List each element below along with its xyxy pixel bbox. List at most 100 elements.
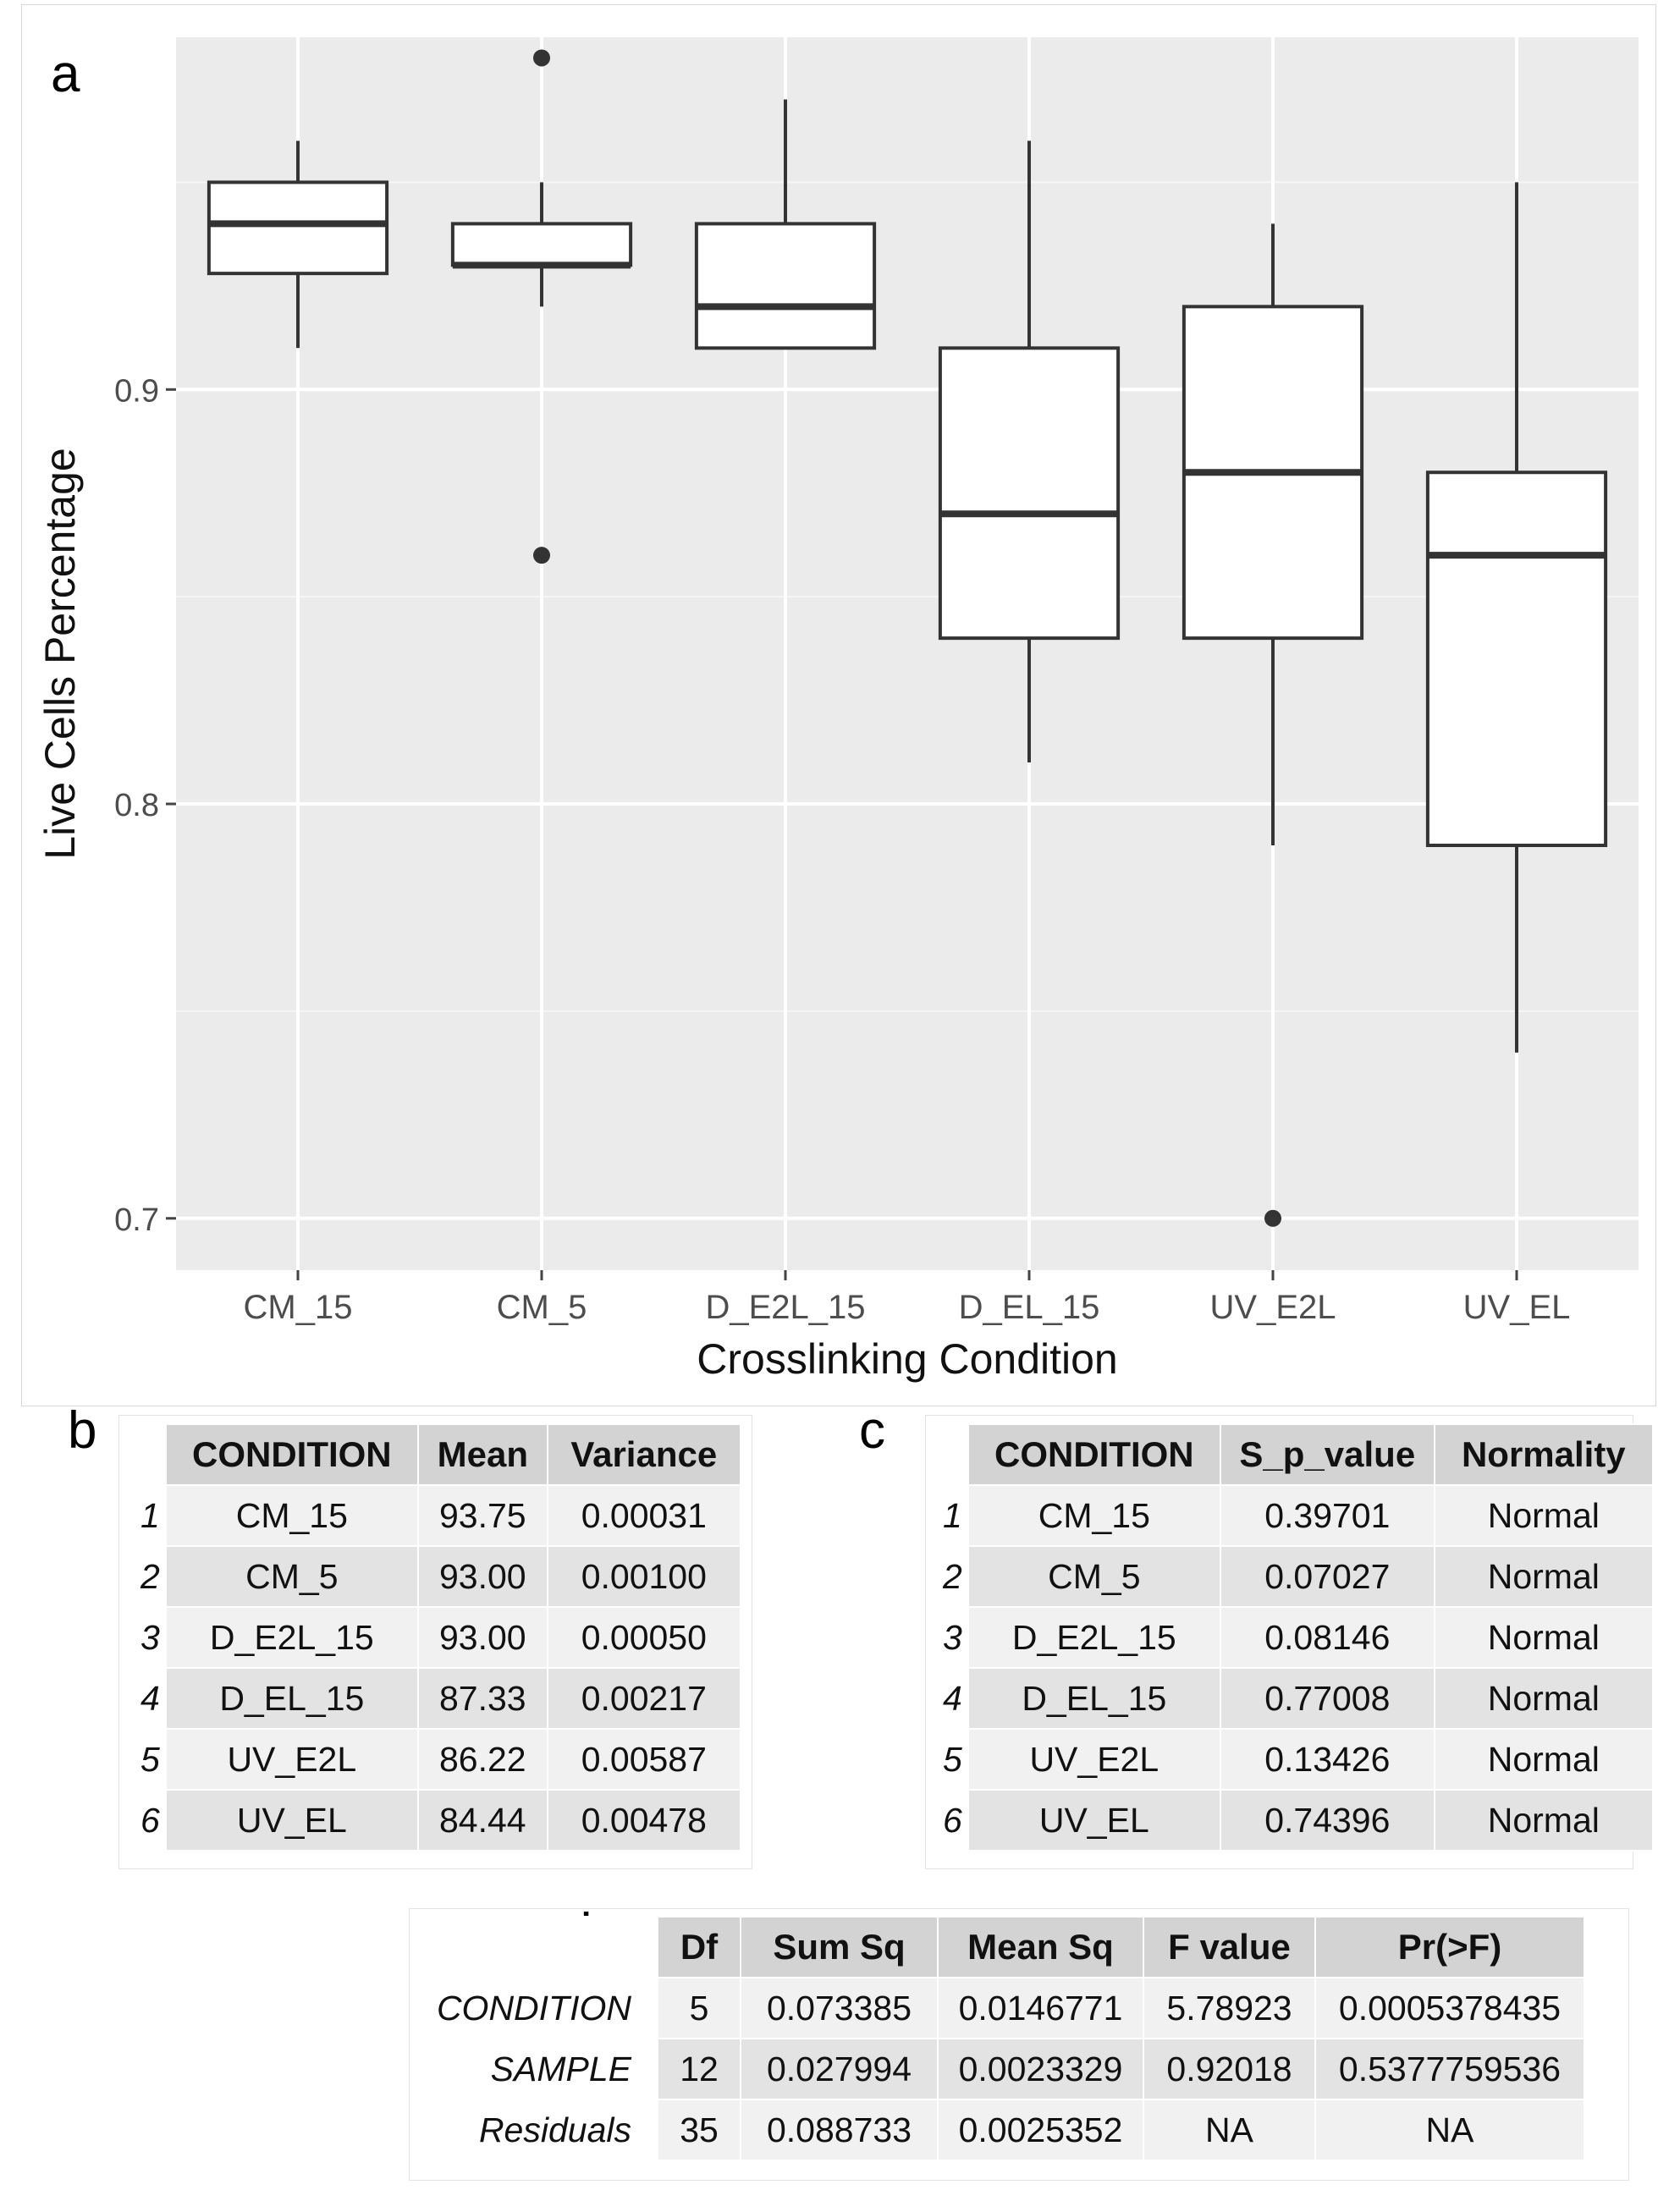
x-tick-label: D_E2L_15 (705, 1289, 865, 1326)
y-tick-label: 0.8 (114, 788, 159, 823)
row-index: 3 (929, 1606, 969, 1669)
condition-cell: CM_5 (967, 1545, 1221, 1608)
table-row: 1 CM_15 93.75 0.00031 (127, 1484, 741, 1547)
row-index: 3 (127, 1606, 167, 1669)
y-tick-label: 0.7 (114, 1202, 159, 1238)
chart-panel: 0.7 0.8 0.9 CM_15 CM_5 D_E2L_15 D_EL_15 UV_E2L U… (21, 4, 1656, 1406)
header-variance: Variance (546, 1423, 741, 1486)
table-row: Residuals 35 0.088733 0.0025352 NA NA (413, 2099, 1585, 2161)
sum-sq-cell: 0.088733 (740, 2099, 939, 2161)
normality-cell: Normal (1433, 1484, 1654, 1547)
row-index: 4 (929, 1667, 969, 1730)
x-axis-title: Crosslinking Condition (697, 1335, 1117, 1383)
table-row: 4 D_EL_15 0.77008 Normal (929, 1667, 1654, 1730)
mean-cell: 93.00 (416, 1606, 548, 1669)
p-value-cell: 0.0005378435 (1314, 1977, 1585, 2039)
y-axis-title: Live Cells Percentage (36, 448, 84, 859)
x-tick-label: CM_5 (497, 1289, 587, 1326)
boxplot-chart: 0.7 0.8 0.9 CM_15 CM_5 D_E2L_15 D_EL_15 UV_E2L U… (36, 37, 1639, 1383)
normality-cell: Normal (1433, 1667, 1654, 1730)
mean-sq-cell: 0.0023329 (937, 2038, 1144, 2100)
p-value-cell: 0.5377759536 (1314, 2038, 1585, 2100)
p-value-cell: 0.77008 (1219, 1667, 1435, 1730)
mean-cell: 84.44 (416, 1789, 548, 1852)
header-mean-sq: Mean Sq (937, 1916, 1144, 1978)
mean-sq-cell: 0.0146771 (937, 1977, 1144, 2039)
panel-label-b: b (68, 1401, 97, 1460)
variance-cell: 0.00217 (546, 1667, 741, 1730)
row-index: 1 (127, 1484, 167, 1547)
normality-table: CONDITION S_p_value Normality 1 CM_15 0.39… (929, 1423, 1654, 1852)
outlier-point (533, 49, 550, 67)
f-value-cell: NA (1143, 2099, 1316, 2161)
condition-cell: CM_5 (164, 1545, 419, 1608)
variance-cell: 0.00478 (546, 1789, 741, 1852)
variance-cell: 0.00050 (546, 1606, 741, 1669)
header-s-p-value: S_p_value (1219, 1423, 1435, 1486)
mean-cell: 93.00 (416, 1545, 548, 1608)
df-cell: 35 (657, 2099, 741, 2161)
condition-cell: D_EL_15 (164, 1667, 419, 1730)
panel-label-a: a (51, 45, 80, 103)
table-header-row: Df Sum Sq Mean Sq F value Pr(>F) (413, 1916, 1585, 1978)
table-row: 6 UV_EL 84.44 0.00478 (127, 1789, 741, 1852)
row-index: 6 (127, 1789, 167, 1852)
f-value-cell: 0.92018 (1143, 2038, 1316, 2100)
x-tick-label: UV_E2L (1210, 1289, 1336, 1326)
box-UV_EL (1425, 470, 1608, 848)
f-value-cell: 5.78923 (1143, 1977, 1316, 2039)
header-condition: CONDITION (164, 1423, 419, 1486)
sum-sq-cell: 0.073385 (740, 1977, 939, 2039)
plot-background (176, 37, 1639, 1270)
variance-cell: 0.00100 (546, 1545, 741, 1608)
p-value-cell: 0.39701 (1219, 1484, 1435, 1547)
header-pr-f: Pr(>F) (1314, 1916, 1585, 1978)
index-header (127, 1423, 167, 1486)
table-row: 2 CM_5 93.00 0.00100 (127, 1545, 741, 1608)
row-index: 2 (127, 1545, 167, 1608)
table-row: 2 CM_5 0.07027 Normal (929, 1545, 1654, 1608)
table-header-row: CONDITION S_p_value Normality (929, 1423, 1654, 1486)
row-index: 2 (929, 1545, 969, 1608)
condition-cell: D_E2L_15 (164, 1606, 419, 1669)
row-index: 1 (929, 1484, 969, 1547)
table-row: SAMPLE 12 0.027994 0.0023329 0.92018 0.537775… (413, 2038, 1585, 2100)
table-row: 3 D_E2L_15 0.08146 Normal (929, 1606, 1654, 1669)
p-value-cell: NA (1314, 2099, 1585, 2161)
y-tick-label: 0.9 (114, 373, 159, 409)
header-mean: Mean (416, 1423, 548, 1486)
mean-cell: 87.33 (416, 1667, 548, 1730)
mean-cell: 86.22 (416, 1728, 548, 1791)
row-index: 5 (929, 1728, 969, 1791)
box-D_EL_15 (938, 346, 1121, 641)
x-tick-label: UV_EL (1463, 1289, 1571, 1326)
table-row: 6 UV_EL 0.74396 Normal (929, 1789, 1654, 1852)
condition-cell: UV_E2L (967, 1728, 1221, 1791)
row-index: 6 (929, 1789, 969, 1852)
mean-sq-cell: 0.0025352 (937, 2099, 1144, 2161)
row-index: 5 (127, 1728, 167, 1791)
row-name: CONDITION (413, 1977, 658, 2039)
table-row: 3 D_E2L_15 93.00 0.00050 (127, 1606, 741, 1669)
summary-table: CONDITION Mean Variance 1 CM_15 93.75 0.000… (127, 1423, 741, 1852)
header-normality: Normality (1433, 1423, 1654, 1486)
p-value-cell: 0.08146 (1219, 1606, 1435, 1669)
normality-cell: Normal (1433, 1728, 1654, 1791)
rowname-header (413, 1916, 658, 1978)
p-value-cell: 0.13426 (1219, 1728, 1435, 1791)
table-row: CONDITION 5 0.073385 0.0146771 5.78923 0.0005… (413, 1977, 1585, 2039)
normality-cell: Normal (1433, 1606, 1654, 1669)
table-header-row: CONDITION Mean Variance (127, 1423, 741, 1486)
anova-table: Df Sum Sq Mean Sq F value Pr(>F) CONDITI… (413, 1916, 1585, 2161)
condition-cell: CM_15 (164, 1484, 419, 1547)
panel-label-c: c (859, 1401, 885, 1460)
box-D_E2L_15 (694, 222, 877, 350)
table-row: 4 D_EL_15 87.33 0.00217 (127, 1667, 741, 1730)
condition-cell: D_E2L_15 (967, 1606, 1221, 1669)
box-CM_5 (450, 222, 633, 267)
x-tick-label: CM_15 (244, 1289, 353, 1326)
mean-cell: 93.75 (416, 1484, 548, 1547)
condition-cell: UV_EL (164, 1789, 419, 1852)
variance-cell: 0.00031 (546, 1484, 741, 1547)
table-row: 5 UV_E2L 86.22 0.00587 (127, 1728, 741, 1791)
